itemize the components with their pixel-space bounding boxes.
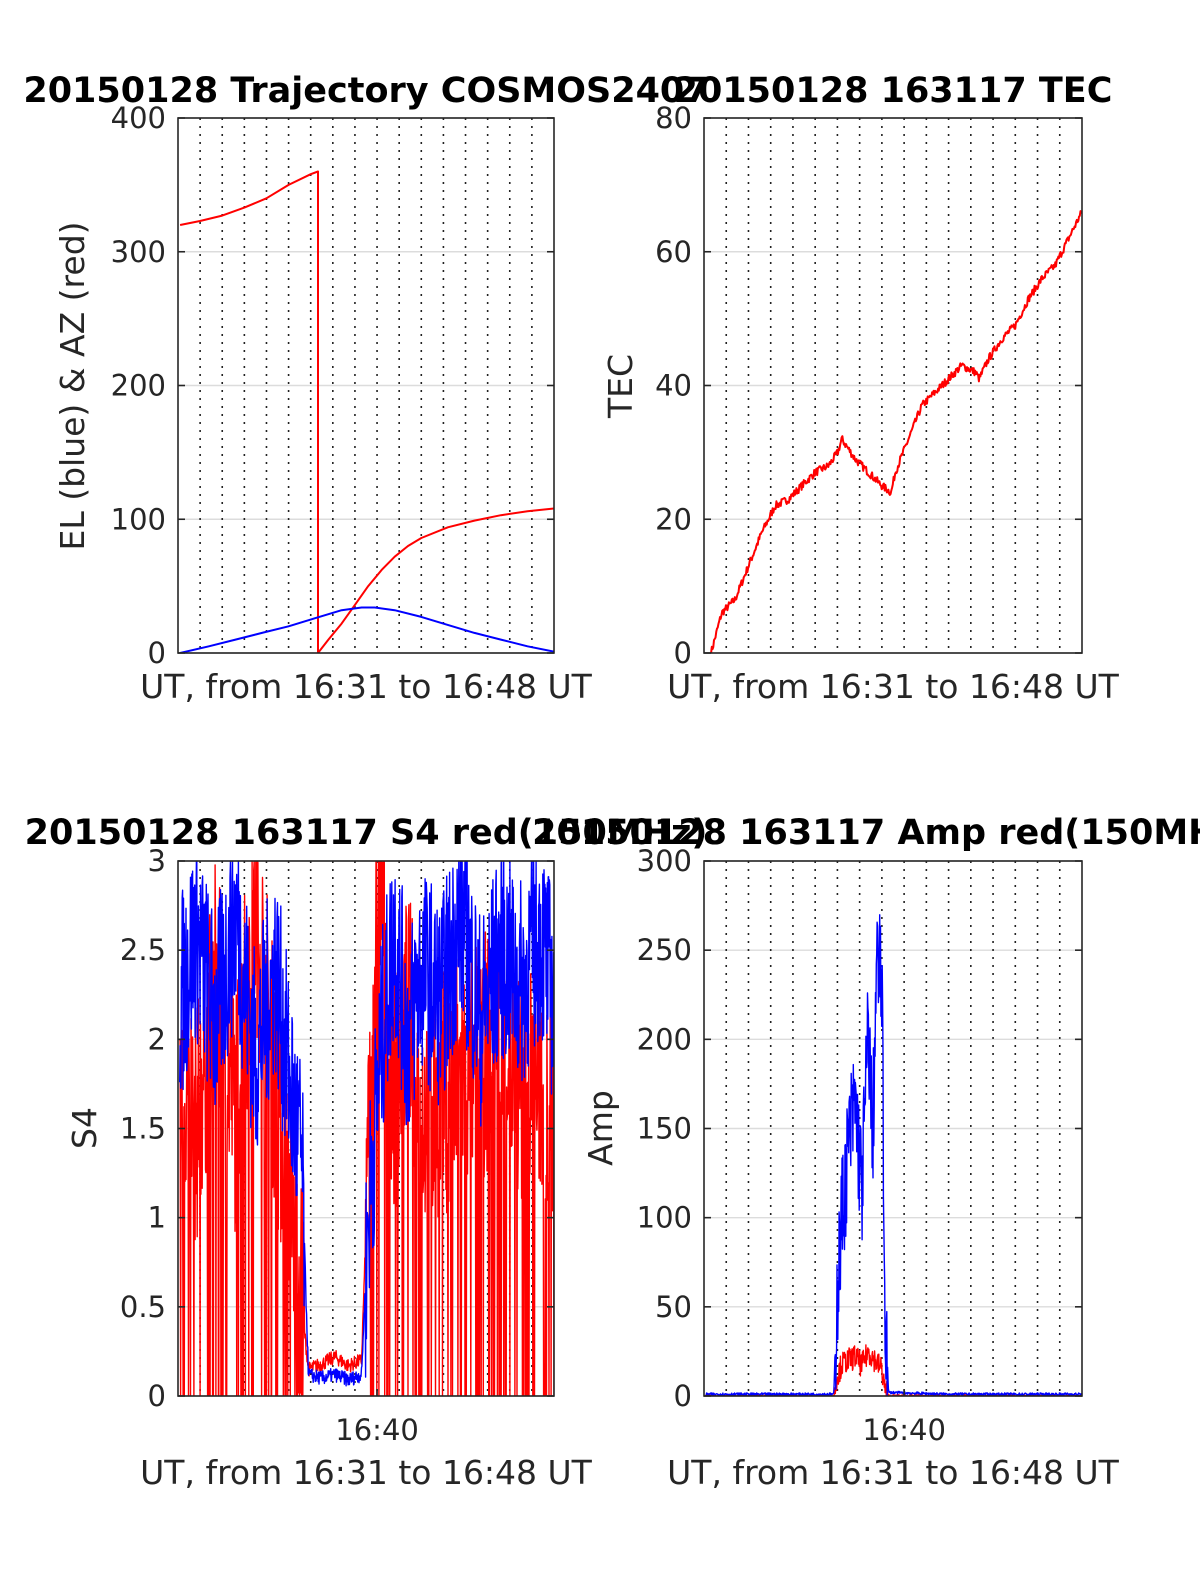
- trajectory-ytick-label-0: 0: [148, 636, 166, 670]
- tec-plot-area: 0 20 40 60 80: [655, 101, 1083, 670]
- tec-title: 20150128 163117 TEC: [674, 71, 1113, 111]
- trajectory-title: 20150128 Trajectory COSMOS2407: [23, 71, 708, 111]
- trajectory-series-2-line: [179, 606, 554, 653]
- s4-title: 20150128 163117 S4 red(150MHz): [25, 813, 708, 853]
- amp-series-1-line: [705, 1344, 1082, 1396]
- trajectory-ytick-label-1: 100: [111, 502, 166, 536]
- amp-ytick-label-1: 50: [655, 1290, 692, 1324]
- s4-ytick-label-6: 3: [148, 844, 166, 878]
- tec-ytick-label-3: 60: [655, 235, 692, 269]
- trajectory-series-1-line: [179, 170, 554, 653]
- amp-ytick-label-6: 300: [637, 844, 692, 878]
- s4-ytick-label-2: 1: [148, 1201, 166, 1235]
- panel-tec: 0 20 40 60 80 20150128 163117 TEC UT, from 1…: [601, 71, 1120, 706]
- trajectory-series-group: [179, 170, 554, 653]
- tec-ytick-label-2: 40: [655, 369, 692, 403]
- amp-ytick-label-3: 150: [637, 1112, 692, 1146]
- trajectory-ytick-label-3: 300: [111, 235, 166, 269]
- amp-xtick-label-0: 16:40: [862, 1413, 946, 1447]
- amp-y-axis-label: Amp: [581, 1090, 620, 1166]
- tec-x-axis-label: UT, from 16:31 to 16:48 UT: [667, 667, 1120, 706]
- amp-plot-area: 0 50 100 150 200 250 300 16:40: [637, 844, 1083, 1447]
- s4-ytick-label-4: 2: [148, 1022, 166, 1056]
- amp-series-group: [705, 914, 1082, 1396]
- tec-y-axis-label: TEC: [601, 354, 640, 419]
- amp-ytick-label-5: 250: [637, 933, 692, 967]
- tec-ytick-label-1: 20: [655, 502, 692, 536]
- s4-ytick-label-1: 0.5: [120, 1290, 166, 1324]
- tec-ytick-label-4: 80: [655, 101, 692, 135]
- s4-ytick-label-0: 0: [148, 1379, 166, 1413]
- tec-ytick-label-0: 0: [674, 636, 692, 670]
- tec-series-group: [710, 210, 1082, 653]
- trajectory-ytick-label-2: 200: [111, 369, 166, 403]
- amp-x-axis-label: UT, from 16:31 to 16:48 UT: [667, 1453, 1120, 1492]
- s4-ytick-label-5: 2.5: [120, 933, 166, 967]
- trajectory-x-axis-label: UT, from 16:31 to 16:48 UT: [140, 667, 593, 706]
- s4-series-1-line: [179, 861, 554, 1396]
- panel-s4: 0 0.5 1 1.5 2 2.5 3 16:40 20150128 163117 S4 re…: [25, 813, 708, 1492]
- s4-y-axis-label: S4: [65, 1107, 104, 1149]
- amp-ytick-label-0: 0: [674, 1379, 692, 1413]
- tec-series-1-line: [710, 210, 1082, 653]
- trajectory-y-axis-label: EL (blue) & AZ (red): [53, 221, 92, 550]
- s4-series-group: [179, 861, 554, 1396]
- amp-ytick-label-4: 200: [637, 1022, 692, 1056]
- panel-amp: 0 50 100 150 200 250 300 16:40 20150128 163117 …: [532, 813, 1200, 1492]
- amp-series-2-line: [705, 914, 1082, 1396]
- trajectory-ytick-label-4: 400: [111, 101, 166, 135]
- s4-x-axis-label: UT, from 16:31 to 16:48 UT: [140, 1453, 593, 1492]
- amp-ytick-label-2: 100: [637, 1201, 692, 1235]
- amp-title: 20150128 163117 Amp red(150MHz): [532, 813, 1200, 853]
- trajectory-plot-area: 0 100 200 300 400: [111, 101, 555, 670]
- s4-xtick-label-0: 16:40: [335, 1413, 419, 1447]
- s4-series-2-line: [179, 861, 554, 1387]
- s4-ytick-label-3: 1.5: [120, 1112, 166, 1146]
- s4-plot-area: 0 0.5 1 1.5 2 2.5 3 16:40: [120, 844, 555, 1447]
